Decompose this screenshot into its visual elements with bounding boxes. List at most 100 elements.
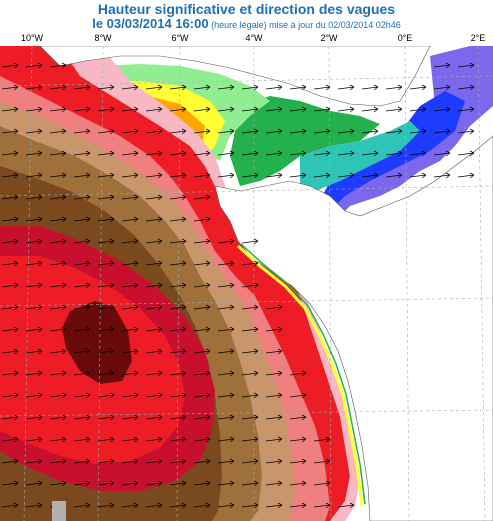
wave-arrow-head [301, 458, 307, 465]
wave-arrow [49, 174, 67, 178]
wave-arrow [97, 174, 115, 178]
wave-arrow [217, 328, 235, 332]
channel-green-zone [230, 96, 380, 186]
wave-arrow-head [253, 370, 259, 377]
wave-arrow-head [13, 172, 19, 179]
update-note: mise à jour du 02/03/2014 02h46 [269, 20, 401, 30]
wave-arrow [121, 218, 139, 222]
wave-arrow-head [421, 172, 427, 179]
wave-arrow [49, 482, 67, 486]
wave-arrow [1, 284, 19, 288]
wave-arrow [265, 86, 283, 90]
wave-arrow [25, 152, 43, 156]
wave-arrow-head [205, 502, 211, 509]
wave-arrow-head [85, 480, 91, 487]
wave-arrow-head [205, 172, 211, 179]
wave-arrow-head [205, 304, 211, 311]
wave-arrow [97, 262, 115, 266]
wave-arrow [145, 438, 163, 442]
wave-arrow-head [349, 172, 355, 179]
wave-arrow-head [133, 414, 139, 421]
wave-arrow [73, 152, 91, 156]
wave-arrow [73, 174, 91, 178]
wave-arrow [265, 174, 283, 178]
wave-arrow-head [85, 502, 91, 509]
wave-arrow-head [277, 480, 283, 487]
wave-arrow-head [181, 392, 187, 399]
wave-arrow-head [13, 348, 19, 355]
wave-arrow-head [205, 436, 211, 443]
wave-arrow [145, 372, 163, 376]
wave-arrow [1, 262, 19, 266]
wave-arrow-head [85, 414, 91, 421]
wave-arrow-head [277, 128, 283, 135]
wave-arrow-head [277, 392, 283, 399]
wave-arrow-head [229, 414, 235, 421]
wave-arrow-head [253, 458, 259, 465]
wave-arrow-head [133, 194, 139, 201]
wave-arrow [25, 306, 43, 310]
wave-arrow-head [181, 238, 187, 245]
wave-arrow [169, 108, 187, 112]
wave-arrow [169, 504, 187, 508]
wave-arrow [145, 394, 163, 398]
wave-arrow [73, 86, 91, 90]
wave-arrow [25, 64, 43, 68]
wave-arrow [193, 460, 211, 464]
wave-arrow-head [109, 436, 115, 443]
wave-arrow [313, 130, 331, 134]
wave-arrow [145, 174, 163, 178]
wave-arrow-head [13, 458, 19, 465]
wave-arrow-head [301, 84, 307, 91]
wave-arrow [97, 438, 115, 442]
wave-arrow [121, 350, 139, 354]
wave-arrow [361, 108, 379, 112]
wave-arrow-head [61, 260, 67, 267]
wave-arrow-head [109, 128, 115, 135]
wave-arrow [409, 152, 427, 156]
wave-arrow-head [397, 150, 403, 157]
wave-arrow-head [181, 326, 187, 333]
lon-label-4w: 4°W [245, 33, 263, 43]
wave-arrow [1, 372, 19, 376]
wave-arrow-head [229, 370, 235, 377]
wave-arrow-head [181, 172, 187, 179]
wave-arrow-head [37, 480, 43, 487]
wave-arrow [217, 262, 235, 266]
wave-arrow [25, 482, 43, 486]
wave-arrow [49, 460, 67, 464]
wave-arrow-head [37, 150, 43, 157]
land-britain [39, 46, 431, 107]
wave-arrow-head [253, 304, 259, 311]
wave-arrow [241, 504, 259, 508]
wave-arrow-head [229, 260, 235, 267]
wave-arrow [1, 108, 19, 112]
wave-arrow [409, 86, 427, 90]
wave-arrow-head [109, 370, 115, 377]
wave-arrow [169, 438, 187, 442]
wave-arrow-head [181, 260, 187, 267]
wave-arrow [289, 372, 307, 376]
wave-arrow-head [301, 106, 307, 113]
wave-arrow-head [37, 436, 43, 443]
wave-arrow-head [421, 84, 427, 91]
wave-arrow-head [13, 414, 19, 421]
wave-arrow [145, 196, 163, 200]
wave-arrow-head [133, 370, 139, 377]
wave-arrow-head [13, 304, 19, 311]
wave-arrow-head [133, 216, 139, 223]
wave-arrow [409, 108, 427, 112]
wave-arrow [265, 152, 283, 156]
date-line: le 03/03/2014 16:00 [92, 16, 209, 31]
wave-arrow-head [325, 84, 331, 91]
wave-arrow [265, 416, 283, 420]
wave-arrow [73, 350, 91, 354]
wave-arrow [121, 328, 139, 332]
wave-arrow-head [85, 172, 91, 179]
wave-arrow-head [253, 282, 259, 289]
wave-arrow [73, 372, 91, 376]
wave-arrow-head [229, 480, 235, 487]
wave-arrow-head [109, 260, 115, 267]
wave-arrow-head [37, 238, 43, 245]
wave-arrow [1, 350, 19, 354]
